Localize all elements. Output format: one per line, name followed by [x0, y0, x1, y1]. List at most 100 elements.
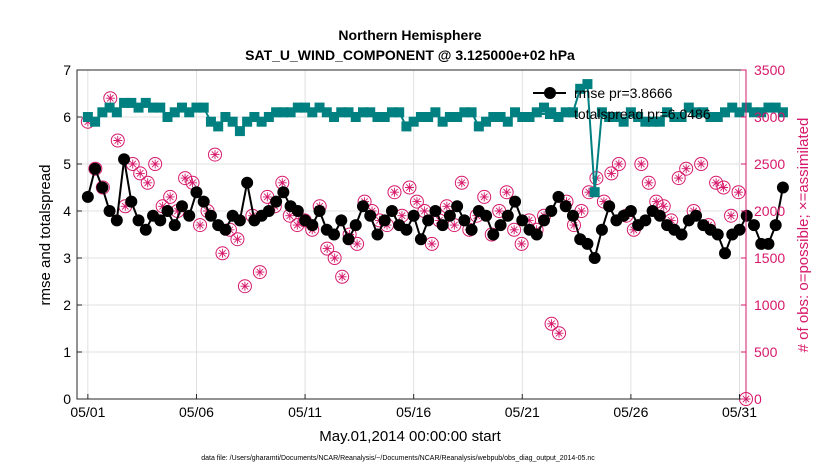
obs-series-layer: [80, 91, 753, 406]
totalspread-point: [698, 107, 709, 118]
obs-possible-point: [507, 222, 522, 237]
totalspread-point: [350, 112, 361, 122]
x-tick-label: 05/06: [179, 404, 214, 420]
y-right-tick-label: 3500: [754, 62, 785, 78]
y-right-tick-label: 0: [754, 391, 762, 407]
y-left-tick-label: 4: [63, 203, 71, 219]
obs-assimilated-point: [554, 328, 564, 338]
obs-assimilated-point: [217, 248, 227, 258]
totalspread-point: [176, 102, 187, 113]
obs-possible-point: [327, 251, 342, 265]
rmse-point: [328, 228, 341, 241]
rmse-point: [530, 228, 543, 241]
totalspread-point: [256, 116, 267, 127]
totalspread-point: [582, 79, 593, 90]
rmse-point: [342, 233, 355, 246]
totalspread-point: [162, 112, 173, 122]
rmse-point: [110, 214, 123, 227]
obs-assimilated-point: [352, 239, 362, 249]
obs-possible-point: [193, 218, 208, 233]
totalspread-point: [473, 121, 484, 132]
rmse-point: [480, 209, 493, 222]
totalspread-point: [481, 116, 492, 127]
rmse-point: [349, 219, 362, 232]
totalspread-point: [292, 102, 303, 113]
obs-assimilated-point: [629, 225, 639, 235]
totalspread-point: [691, 107, 702, 118]
totalspread-point: [524, 112, 535, 122]
rmse-point: [719, 247, 732, 260]
totalspread-point: [720, 107, 731, 118]
totalspread-point: [423, 112, 434, 122]
x-tick-label: 05/01: [70, 404, 105, 420]
rmse-point: [776, 181, 789, 194]
rmse-point: [175, 200, 188, 213]
rmse-point: [436, 219, 449, 232]
obs-assimilated-point: [285, 211, 295, 221]
totalspread-point: [82, 112, 93, 122]
totalspread-point: [734, 107, 745, 118]
rmse-point: [364, 209, 377, 222]
rmse-point: [190, 186, 203, 199]
obs-assimilated-point: [576, 206, 586, 216]
rmse-point: [653, 209, 666, 222]
totalspread-point: [321, 107, 332, 118]
rmse-point: [132, 214, 145, 227]
rmse-point: [769, 219, 782, 232]
totalspread-point: [683, 102, 694, 113]
totalspread-point: [647, 116, 658, 127]
totalspread-point: [510, 107, 521, 118]
totalspread-point: [119, 97, 130, 108]
rmse-point: [545, 205, 558, 217]
rmse-point: [690, 209, 703, 222]
totalspread-point: [770, 102, 781, 113]
rmse-point: [603, 200, 616, 213]
rmse-point: [118, 153, 131, 166]
totalspread-point: [365, 107, 376, 118]
obs-possible-point: [604, 166, 619, 181]
obs-possible-point: [110, 133, 125, 148]
legend-rmse-marker: [544, 87, 556, 99]
totalspread-point: [575, 83, 586, 94]
rmse-point: [270, 195, 283, 208]
obs-assimilated-point: [404, 183, 414, 192]
totalspread-point: [227, 116, 238, 127]
rmse-point: [96, 181, 109, 194]
totalspread-point: [198, 102, 209, 113]
y-right-tick-layer: 0 500 1000 1500 2000 2500 3000 3500: [741, 62, 785, 407]
obs-assimilated-point: [255, 267, 265, 277]
obs-assimilated-point: [651, 197, 661, 207]
obs-assimilated-point: [232, 234, 242, 244]
rmse-point: [747, 219, 760, 232]
rmse-point: [233, 214, 246, 227]
y-left-tick-label: 7: [63, 62, 71, 78]
rmse-point: [161, 205, 174, 217]
obs-assimilated-point: [337, 272, 347, 282]
obs-possible-point: [95, 180, 110, 195]
rmse-point: [443, 209, 456, 222]
totalspread-point: [553, 112, 564, 122]
obs-assimilated-point: [330, 253, 340, 263]
obs-assimilated-point: [449, 220, 459, 230]
obs-possible-point: [634, 157, 649, 171]
totalspread-point: [220, 112, 231, 122]
obs-assimilated-point: [195, 220, 205, 230]
obs-assimilated-point: [606, 168, 616, 178]
totalspread-point: [394, 107, 405, 118]
totalspread-point: [213, 121, 224, 132]
totalspread-point: [263, 112, 274, 122]
obs-possible-point: [716, 180, 731, 195]
x-tick-layer: 05/01 05/06 05/11 05/16 05/21 05/26 05/31: [70, 394, 757, 420]
totalspread-point: [379, 112, 390, 122]
chart-title-line1: Northern Hemisphere: [338, 27, 481, 43]
obs-possible-point: [641, 175, 656, 190]
obs-assimilated-point: [696, 159, 706, 169]
rmse-point: [675, 228, 688, 241]
rmse-point: [400, 223, 413, 236]
obs-assimilated-point: [479, 192, 489, 202]
totalspread-point: [271, 107, 282, 118]
totalspread-point: [676, 112, 687, 122]
obs-possible-point: [499, 185, 514, 200]
obs-possible-point: [679, 161, 694, 176]
rmse-point: [624, 205, 637, 217]
